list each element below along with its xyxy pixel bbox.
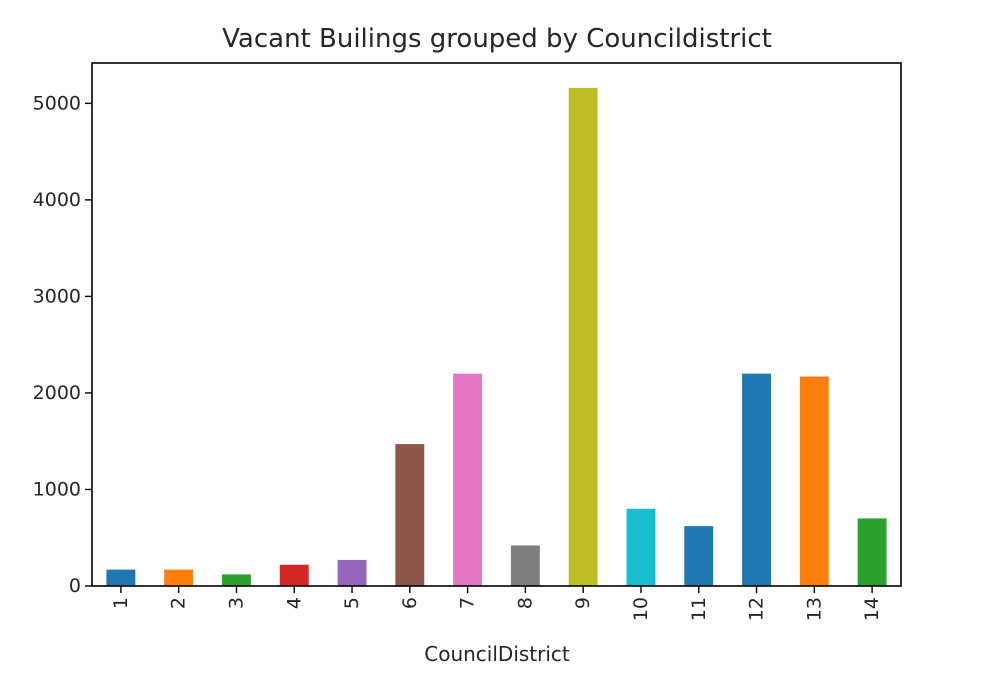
- x-tick-label: 3: [225, 597, 247, 609]
- bar-district-4: [279, 564, 309, 586]
- x-tick-label: 13: [803, 597, 825, 621]
- bar-district-3: [222, 574, 251, 586]
- x-tick-label: 12: [746, 597, 768, 621]
- bar-district-11: [684, 526, 714, 586]
- bar-district-1: [106, 569, 136, 586]
- x-tick-label: 5: [341, 597, 363, 609]
- plot-area-frame: [91, 62, 902, 587]
- x-tick-label: 6: [399, 597, 421, 609]
- y-tick-label: 5000: [33, 92, 81, 114]
- x-tick-label: 7: [457, 597, 479, 609]
- bar-district-2: [164, 569, 194, 586]
- bars: [106, 87, 887, 587]
- bar-district-5: [337, 559, 367, 586]
- x-tick-label: 11: [688, 597, 710, 621]
- bar-district-9: [568, 87, 598, 587]
- x-tick-label: 10: [630, 597, 652, 621]
- y-tick-label: 3000: [33, 285, 81, 307]
- bar-district-13: [799, 376, 829, 586]
- x-tick-label: 2: [168, 597, 190, 609]
- x-tick-label: 9: [572, 597, 594, 609]
- bar-district-8: [510, 545, 540, 586]
- y-tick-label: 0: [69, 575, 81, 597]
- x-axis-ticks: 1 2 3 4 5 6 7 8 9 10 11 12 13 14: [110, 586, 883, 621]
- x-tick-label: 1: [110, 597, 132, 609]
- bar-district-6: [395, 444, 425, 586]
- y-axis-ticks: 0 1000 2000 3000 4000 5000: [33, 92, 92, 597]
- bar-district-12: [742, 373, 771, 586]
- bar-district-14: [857, 518, 887, 586]
- bar-district-10: [626, 508, 656, 586]
- x-tick-label: 14: [861, 597, 883, 621]
- x-axis-label: CouncilDistrict: [424, 642, 570, 666]
- x-tick-label: 8: [514, 597, 536, 609]
- y-tick-label: 1000: [33, 478, 81, 500]
- bar-district-7: [453, 373, 483, 586]
- x-tick-label: 4: [283, 597, 305, 609]
- y-tick-label: 2000: [33, 382, 81, 404]
- chart-title: Vacant Builings grouped by Councildistri…: [222, 24, 772, 54]
- y-tick-label: 4000: [33, 189, 81, 211]
